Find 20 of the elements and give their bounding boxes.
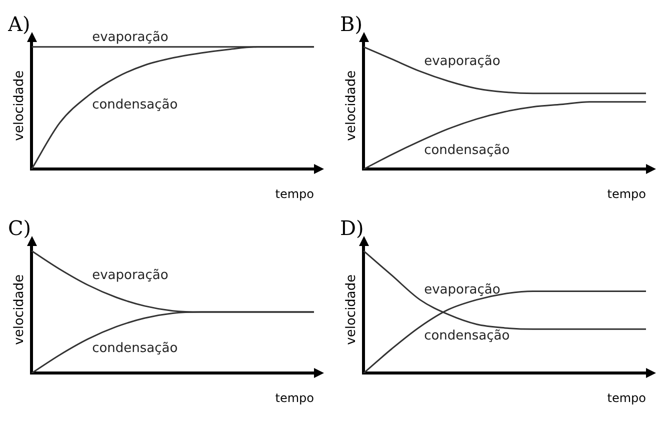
- series-label: evaporação: [92, 268, 168, 284]
- x-axis-title: tempo: [607, 390, 646, 405]
- y-axis-title: velocidade: [344, 274, 360, 345]
- chart-title: A): [7, 12, 30, 36]
- series-label: condensação: [92, 340, 178, 356]
- x-axis-title: tempo: [607, 186, 646, 201]
- series-label: evaporação: [424, 54, 500, 70]
- series-label: evaporação: [424, 282, 500, 298]
- series-label: condensação: [92, 98, 178, 113]
- y-axis-title: velocidade: [12, 274, 28, 345]
- chart-title: C): [8, 216, 32, 240]
- y-axis-title: velocidade: [344, 70, 360, 141]
- x-axis-title: tempo: [275, 186, 314, 201]
- x-axis-title: tempo: [275, 390, 314, 405]
- series-label: condensação: [424, 142, 510, 158]
- y-axis-title: velocidade: [12, 70, 28, 141]
- series-label: evaporação: [92, 30, 168, 45]
- chart-title: B): [340, 12, 362, 36]
- chart-title: D): [340, 216, 364, 240]
- series-label: condensação: [424, 328, 510, 344]
